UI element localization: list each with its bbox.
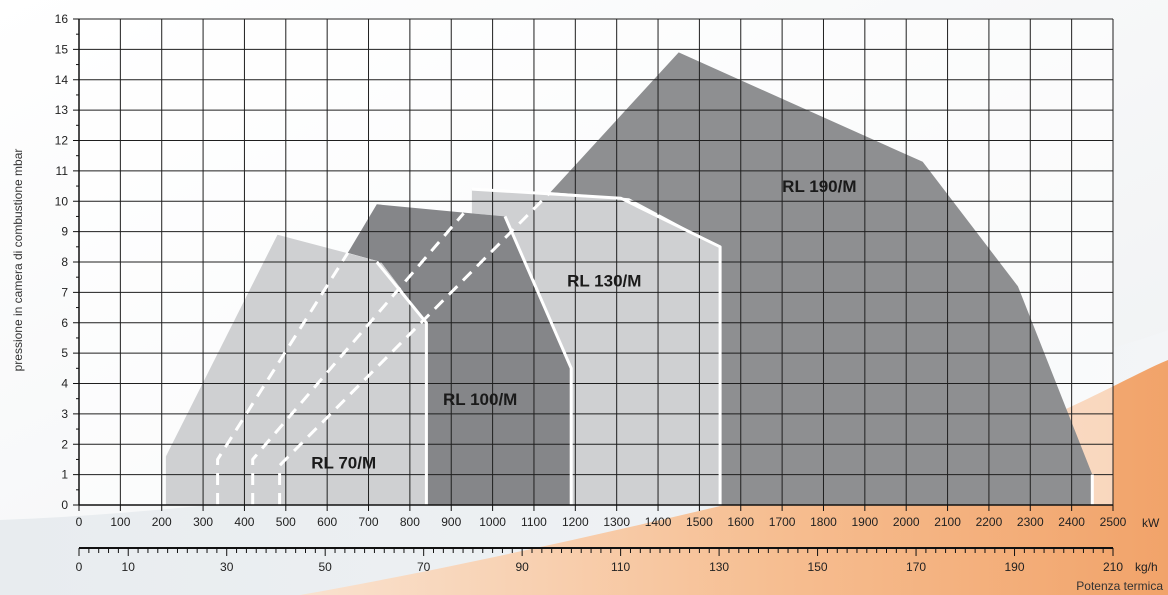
secondary-tick-label-30: 30 (220, 560, 234, 574)
x-tick-label-2400: 2400 (1058, 515, 1085, 529)
x-tick-label-1200: 1200 (562, 515, 589, 529)
x-axis-unit-kw: kW (1142, 516, 1160, 530)
y-tick-label-1: 1 (61, 468, 68, 482)
x-tick-label-0: 0 (76, 515, 83, 529)
y-tick-label-13: 13 (55, 103, 69, 117)
x-tick-label-100: 100 (110, 515, 130, 529)
y-tick-label-5: 5 (61, 346, 68, 360)
y-tick-label-14: 14 (55, 73, 69, 87)
x-tick-label-700: 700 (359, 515, 379, 529)
x-tick-label-1300: 1300 (603, 515, 630, 529)
region-label-rl-130-m: RL 130/M (567, 271, 641, 290)
y-tick-label-0: 0 (61, 498, 68, 512)
secondary-tick-label-0: 0 (76, 560, 83, 574)
x-tick-label-900: 900 (441, 515, 461, 529)
secondary-tick-label-50: 50 (319, 560, 333, 574)
x-tick-label-800: 800 (400, 515, 420, 529)
x-tick-label-1800: 1800 (810, 515, 837, 529)
y-tick-label-11: 11 (56, 164, 69, 178)
secondary-tick-label-170: 170 (906, 560, 926, 574)
x-tick-label-2000: 2000 (893, 515, 920, 529)
x-tick-label-1400: 1400 (645, 515, 672, 529)
secondary-tick-label-130: 130 (709, 560, 729, 574)
dashed-boundaries (216, 191, 552, 505)
dashed-boundary-2 (251, 212, 465, 505)
x-tick-label-1100: 1100 (521, 515, 547, 529)
secondary-axis-unit-kgh: kg/h (1135, 560, 1158, 574)
x-tick-label-1900: 1900 (851, 515, 878, 529)
x-tick-label-400: 400 (234, 515, 254, 529)
y-tick-label-15: 15 (55, 42, 69, 56)
y-tick-label-2: 2 (61, 437, 68, 451)
secondary-tick-label-210: 210 (1103, 560, 1123, 574)
y-tick-label-16: 16 (55, 12, 69, 26)
x-tick-label-2300: 2300 (1017, 515, 1044, 529)
y-tick-label-6: 6 (61, 316, 68, 330)
secondary-tick-label-90: 90 (515, 560, 529, 574)
x-tick-label-200: 200 (152, 515, 172, 529)
region-labels: RL 190/M RL 130/M RL 100/M RL 70/M (311, 177, 856, 472)
secondary-tick-label-110: 110 (611, 560, 630, 574)
background-swoosh-orange (300, 360, 1168, 595)
x-tick-label-2500: 2500 (1100, 515, 1127, 529)
x-tick-label-2100: 2100 (934, 515, 961, 529)
y-tick-label-10: 10 (55, 194, 69, 208)
region-border-3 (471, 187, 722, 505)
secondary-tick-label-190: 190 (1005, 560, 1025, 574)
y-tick-label-7: 7 (61, 285, 68, 299)
secondary-tick-label-150: 150 (808, 560, 828, 574)
x-tick-label-500: 500 (276, 515, 296, 529)
y-tick-label-4: 4 (61, 377, 68, 391)
region-label-rl-70-m: RL 70/M (311, 454, 376, 473)
region-border-1 (375, 261, 428, 505)
region-label-rl-190-m: RL 190/M (782, 177, 856, 196)
y-axis-label: pressione in camera di combustione mbar (11, 149, 25, 372)
secondary-tick-label-10: 10 (122, 560, 136, 574)
secondary-tick-label-70: 70 (417, 560, 431, 574)
x-tick-label-300: 300 (193, 515, 213, 529)
x-tick-label-2200: 2200 (976, 515, 1003, 529)
x-tick-label-1700: 1700 (769, 515, 796, 529)
x-tick-label-600: 600 (317, 515, 337, 529)
x-tick-label-1600: 1600 (727, 515, 754, 529)
x-tick-label-1500: 1500 (686, 515, 713, 529)
region-borders (375, 187, 1094, 505)
x-axis-footer-label: Potenza termica (1076, 579, 1163, 593)
x-tick-label-1000: 1000 (479, 515, 506, 529)
y-tick-label-9: 9 (61, 225, 68, 239)
region-rl-100-m (347, 204, 572, 506)
y-tick-label-8: 8 (61, 255, 68, 269)
y-tick-label-12: 12 (55, 134, 69, 148)
region-label-rl-100-m: RL 100/M (443, 390, 517, 409)
dashed-boundary-1 (216, 252, 350, 505)
region-rl-190-m (550, 52, 1093, 506)
y-tick-label-3: 3 (61, 407, 68, 421)
region-border-2 (503, 215, 573, 505)
